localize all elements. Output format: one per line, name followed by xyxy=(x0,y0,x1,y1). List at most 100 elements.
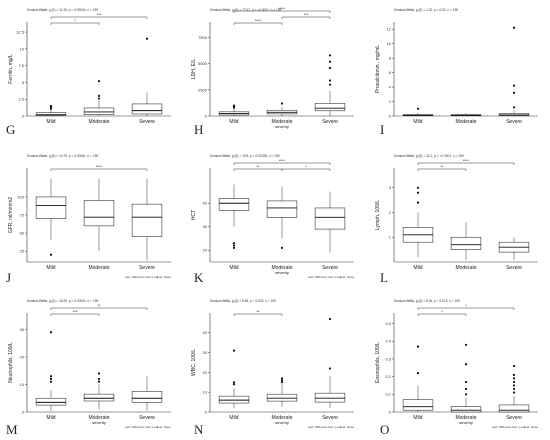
outlier-point xyxy=(416,191,420,194)
box-severe xyxy=(131,376,163,411)
y-tick-label: 3 xyxy=(389,185,392,190)
significance-label: **** xyxy=(463,158,470,163)
y-axis-label: Eosinophils, 109/L xyxy=(375,342,381,383)
y-tick-label: 10 xyxy=(20,382,25,387)
y-tick-label: 12.5 xyxy=(16,29,25,34)
significance-label: *** xyxy=(73,309,78,314)
y-tick-label: 2.5 xyxy=(18,97,24,102)
panel-letter: O xyxy=(380,422,389,437)
box-moderate xyxy=(450,113,482,116)
outlier-point xyxy=(97,380,101,383)
box-mild xyxy=(402,345,434,412)
outlier-point xyxy=(328,317,332,321)
outlier-point xyxy=(512,384,516,387)
y-tick-label: 2 xyxy=(389,210,392,215)
y-axis-label: HCT xyxy=(191,210,197,220)
significance-label: ** xyxy=(256,309,260,314)
y-tick-label: 100 xyxy=(17,194,24,199)
significance-bracket xyxy=(417,313,467,316)
outlier-point xyxy=(280,381,284,384)
x-tick-label: Mild xyxy=(413,265,422,271)
y-tick-label: 30 xyxy=(203,224,208,229)
outlier-point xyxy=(280,102,284,105)
y-tick-label: 20 xyxy=(203,370,208,375)
significance-bracket xyxy=(50,168,148,171)
box-severe xyxy=(314,191,346,253)
y-tick-label: 5000 xyxy=(198,61,208,66)
x-tick-label: Severe xyxy=(139,415,155,421)
outlier-point xyxy=(416,372,420,375)
outlier-point xyxy=(512,373,516,376)
y-tick-label: 0 xyxy=(22,113,25,118)
box-iqr xyxy=(131,391,163,403)
box-severe xyxy=(314,317,346,409)
significance-bracket xyxy=(50,16,148,19)
panel-letter: H xyxy=(194,122,203,137)
y-tick-label: 0 xyxy=(205,409,208,414)
outlier-point xyxy=(512,387,516,391)
panel-h: Kruskal-Wallis, χ²(2) = 77.67, p = <0.00… xyxy=(191,6,354,137)
outlier-point xyxy=(97,97,101,100)
y-axis-label: LDH, E/L xyxy=(191,59,197,80)
outlier-point xyxy=(49,380,53,383)
panel-letter: G xyxy=(6,122,15,137)
significance-bracket xyxy=(50,313,100,316)
outlier-point xyxy=(97,79,101,83)
y-axis-label: Ferritin, mg/L xyxy=(8,54,14,84)
panel-letter: M xyxy=(6,422,18,437)
outlier-point xyxy=(464,363,468,366)
outlier-point xyxy=(232,242,236,245)
panel-k: Kruskal-Wallis, χ²(2) = 19.5, p = 0.0002… xyxy=(191,154,354,285)
x-tick-label: Severe xyxy=(506,265,522,271)
y-axis-label: Lymph, 109/L xyxy=(375,200,381,230)
significance-bracket xyxy=(233,313,283,316)
x-tick-label: Mild xyxy=(46,415,55,421)
outlier-point xyxy=(232,244,236,247)
box-severe xyxy=(131,37,163,116)
box-moderate xyxy=(266,102,298,116)
outlier-point xyxy=(232,104,236,107)
chart-footnote: pwc: Wilcoxon test; p.adjust: None xyxy=(492,425,538,429)
box-iqr xyxy=(450,406,482,413)
box-moderate xyxy=(266,186,298,249)
significance-label: **** xyxy=(255,18,262,23)
significance-label: **** xyxy=(279,158,286,163)
y-tick-label: 50 xyxy=(20,230,25,235)
significance-label: **** xyxy=(96,164,103,169)
y-tick-label: 10 xyxy=(387,41,392,46)
x-tick-label: Mild xyxy=(46,119,55,125)
chart-subtitle: Kruskal-Wallis, χ²(2) = 77.67, p = <0.00… xyxy=(210,8,282,12)
significance-bracket xyxy=(417,162,515,165)
outlier-point xyxy=(328,367,332,370)
panel-i: Kruskal-Wallis, χ²(2) = 1.32, p = 0.52, … xyxy=(375,8,538,137)
y-tick-label: 0.4 xyxy=(385,339,391,344)
box-iqr xyxy=(450,236,482,250)
chart-footnote: pwc: Wilcoxon test; p.adjust: None xyxy=(125,275,171,279)
outlier-point xyxy=(328,54,332,57)
y-tick-label: 30 xyxy=(203,350,208,355)
significance-bracket xyxy=(233,162,331,165)
x-axis-label: severity xyxy=(275,270,289,275)
significance-bracket xyxy=(281,16,331,19)
y-tick-label: 10 xyxy=(203,390,208,395)
outlier-point xyxy=(49,377,53,381)
outlier-point xyxy=(464,343,468,346)
y-tick-label: 40 xyxy=(203,330,208,335)
y-tick-label: 0.1 xyxy=(385,392,391,397)
significance-bracket xyxy=(233,22,283,25)
outlier-point xyxy=(232,246,236,249)
outlier-point xyxy=(416,201,420,204)
chart-subtitle: Kruskal-Wallis, χ²(2) = 32.1, p = <0.000… xyxy=(394,154,464,158)
box-mild xyxy=(218,184,250,249)
chart-footnote: pwc: Wilcoxon test; p.adjust: None xyxy=(125,425,171,429)
x-tick-label: Moderate xyxy=(455,415,476,421)
box-moderate xyxy=(450,343,482,413)
x-tick-label: Mild xyxy=(46,265,55,271)
x-tick-label: Moderate xyxy=(455,119,476,125)
chart-subtitle: Kruskal-Wallis, χ²(2) = 14.79, p = 0.000… xyxy=(27,154,99,158)
box-iqr xyxy=(402,399,434,411)
y-tick-label: 30 xyxy=(20,327,25,332)
y-axis-label: GFR, ml/min/m2 xyxy=(8,197,14,234)
box-severe xyxy=(498,237,530,260)
y-tick-label: 0 xyxy=(22,409,25,414)
